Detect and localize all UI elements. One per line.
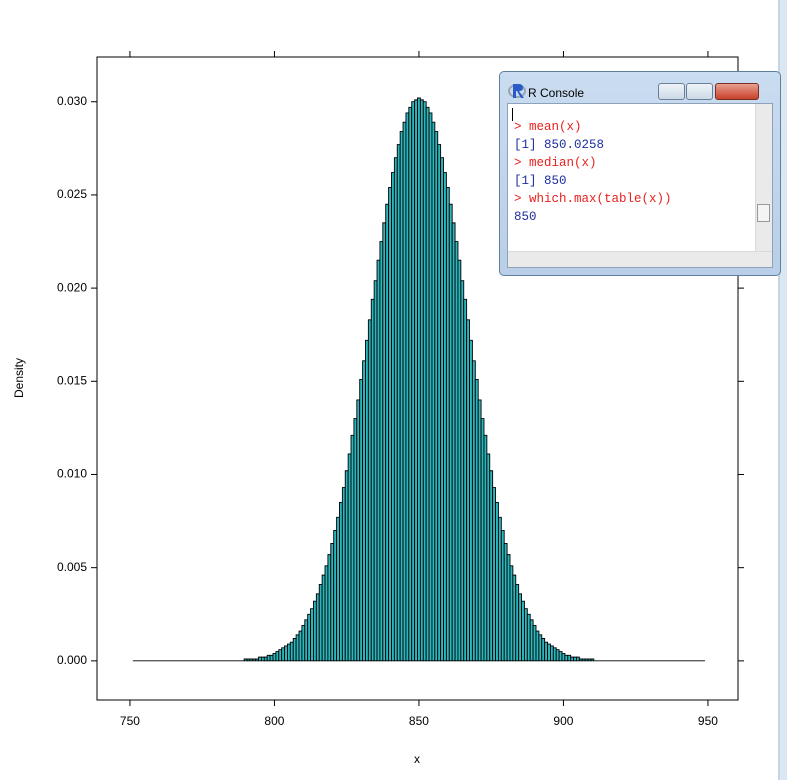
close-button[interactable]: [715, 83, 759, 100]
bar: [428, 112, 433, 662]
bar: [558, 651, 563, 662]
bar: [521, 600, 525, 662]
console-line: [1] 850.0258: [514, 138, 605, 152]
bar: [471, 360, 476, 662]
bar: [469, 339, 473, 662]
bar: [576, 656, 580, 662]
bar: [463, 298, 468, 662]
bar: [497, 516, 502, 662]
bar: [466, 319, 470, 662]
bar: [503, 542, 508, 662]
console-line: > median(x): [514, 156, 597, 170]
bar: [457, 259, 462, 662]
x-tick-label: 800: [264, 714, 284, 728]
cursor: [512, 108, 513, 121]
bar: [567, 654, 572, 662]
bar: [532, 624, 537, 662]
bar: [541, 638, 546, 662]
bar: [454, 241, 459, 662]
bar: [547, 643, 551, 662]
bar: [434, 131, 439, 662]
console-window[interactable]: R Console > mean(x) [1] 850.0258 > median(…: [499, 71, 781, 276]
bar: [480, 418, 485, 662]
bar: [431, 121, 436, 662]
bar: [552, 647, 557, 662]
bar: [477, 399, 482, 662]
bar: [486, 453, 491, 662]
bar: [538, 634, 543, 662]
y-tick-label: 0.000: [57, 653, 87, 667]
bar: [509, 565, 514, 662]
horizontal-scrollbar[interactable]: [508, 251, 772, 267]
minimize-button[interactable]: [658, 83, 685, 100]
bar: [515, 583, 520, 662]
bar: [506, 554, 511, 662]
bar: [474, 378, 479, 662]
y-tick-label: 0.010: [57, 467, 87, 481]
bar: [422, 101, 427, 662]
bar: [535, 630, 540, 662]
x-tick-label: 750: [120, 714, 140, 728]
bar: [492, 487, 496, 662]
console-line: > which.max(table(x)): [514, 192, 672, 206]
bar: [561, 652, 566, 662]
bar: [526, 613, 531, 662]
bar: [437, 144, 442, 662]
bar: [590, 658, 595, 662]
bar: [483, 434, 488, 662]
bar: [443, 172, 447, 662]
bar: [495, 501, 499, 662]
x-axis-label: x: [414, 752, 420, 766]
bar: [518, 593, 522, 662]
bar: [419, 99, 424, 662]
bar: [451, 222, 456, 662]
scrollbar-track: [778, 0, 787, 780]
bar: [417, 97, 421, 662]
bar: [523, 608, 528, 662]
r-logo: [508, 84, 526, 98]
y-tick-label: 0.030: [57, 94, 87, 108]
y-tick-label: 0.020: [57, 280, 87, 294]
y-tick-label: 0.005: [57, 560, 87, 574]
console-output[interactable]: > mean(x) [1] 850.0258 > median(x) [1] 850 >…: [507, 103, 773, 268]
y-axis-label: Density: [12, 358, 26, 398]
bar: [460, 280, 465, 662]
plot-frame: [96, 56, 739, 701]
bar: [440, 157, 444, 662]
window-title: R Console: [528, 86, 585, 100]
bar: [489, 470, 494, 662]
x-tick-label: 850: [409, 714, 429, 728]
x-tick-label: 900: [553, 714, 573, 728]
bar: [500, 529, 505, 662]
bar: [555, 649, 560, 662]
bar: [445, 187, 450, 662]
bar: [549, 645, 554, 662]
console-line: 850: [514, 210, 537, 224]
vertical-scrollbar[interactable]: [755, 104, 772, 252]
y-tick-label: 0.025: [57, 187, 87, 201]
y-tick-label: 0.015: [57, 373, 87, 387]
bar: [448, 203, 453, 662]
x-tick-label: 950: [698, 714, 718, 728]
bar: [425, 106, 430, 662]
bar: [529, 619, 534, 662]
console-line: > mean(x): [514, 120, 582, 134]
bar: [544, 641, 548, 662]
console-line: [1] 850: [514, 174, 567, 188]
scroll-thumb[interactable]: [757, 204, 770, 222]
maximize-button[interactable]: [686, 83, 713, 100]
bar: [512, 574, 517, 662]
